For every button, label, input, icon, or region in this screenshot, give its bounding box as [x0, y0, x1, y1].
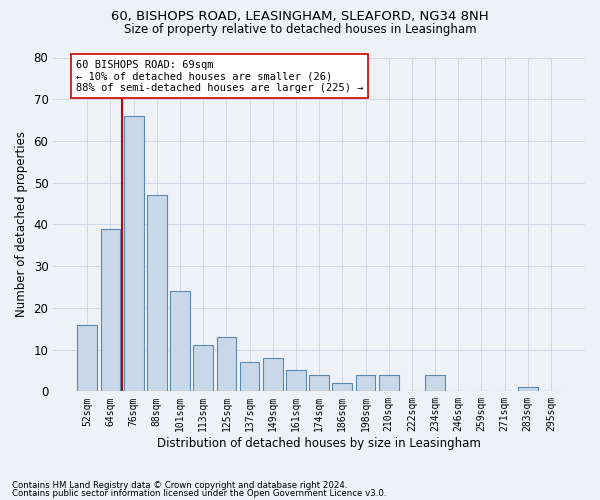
Bar: [101, 228, 121, 392]
Bar: [518, 387, 538, 392]
Text: Size of property relative to detached houses in Leasingham: Size of property relative to detached ho…: [124, 22, 476, 36]
Bar: [379, 374, 398, 392]
Bar: [356, 374, 376, 392]
Bar: [147, 195, 167, 392]
Text: 60 BISHOPS ROAD: 69sqm
← 10% of detached houses are smaller (26)
88% of semi-det: 60 BISHOPS ROAD: 69sqm ← 10% of detached…: [76, 60, 363, 93]
Bar: [332, 383, 352, 392]
Bar: [425, 374, 445, 392]
Bar: [170, 291, 190, 392]
Bar: [124, 116, 143, 392]
Text: 60, BISHOPS ROAD, LEASINGHAM, SLEAFORD, NG34 8NH: 60, BISHOPS ROAD, LEASINGHAM, SLEAFORD, …: [111, 10, 489, 23]
Bar: [263, 358, 283, 392]
X-axis label: Distribution of detached houses by size in Leasingham: Distribution of detached houses by size …: [157, 437, 481, 450]
Bar: [193, 346, 213, 392]
Y-axis label: Number of detached properties: Number of detached properties: [15, 132, 28, 318]
Text: Contains HM Land Registry data © Crown copyright and database right 2024.: Contains HM Land Registry data © Crown c…: [12, 481, 347, 490]
Bar: [77, 324, 97, 392]
Text: Contains public sector information licensed under the Open Government Licence v3: Contains public sector information licen…: [12, 488, 386, 498]
Bar: [309, 374, 329, 392]
Bar: [240, 362, 259, 392]
Bar: [217, 337, 236, 392]
Bar: [286, 370, 306, 392]
